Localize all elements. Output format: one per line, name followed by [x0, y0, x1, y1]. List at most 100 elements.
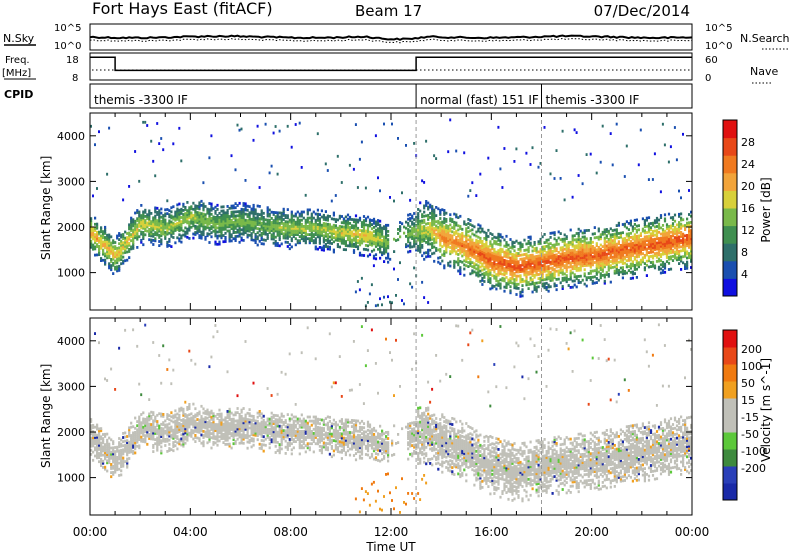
rti-cell [116, 253, 119, 256]
rti-cell [543, 126, 546, 129]
rti-cell [405, 243, 408, 246]
rti-cell [100, 458, 103, 461]
rti-cell [489, 252, 492, 256]
rti-cell [194, 204, 197, 208]
rti-cell [682, 245, 685, 248]
rti-cell [322, 238, 325, 242]
rti-cell [156, 223, 159, 227]
rti-cell [589, 152, 592, 156]
rti-cell [497, 257, 500, 261]
rti-cell [194, 214, 197, 218]
rti-cell [435, 228, 438, 232]
rti-cell [521, 261, 524, 265]
rti-cell [678, 254, 681, 257]
rti-cell [497, 259, 500, 263]
rti-cell [603, 238, 606, 242]
rti-cell [690, 251, 693, 255]
rti-cell [236, 220, 239, 224]
rti-cell [146, 422, 149, 426]
rti-cell [581, 248, 584, 251]
rti-cell [286, 224, 289, 228]
rti-cell [469, 251, 472, 255]
rti-cell [419, 230, 422, 233]
rti-cell [374, 234, 378, 238]
rti-cell [108, 237, 111, 241]
rti-cell [308, 225, 311, 228]
rti-cell [132, 450, 135, 453]
rti-cell [316, 132, 319, 136]
rti-cell [278, 215, 281, 219]
rti-cell [527, 260, 530, 264]
rti-cell [248, 229, 251, 233]
rti-cell [160, 435, 163, 438]
rti-cell [511, 244, 514, 248]
rti-cell [244, 231, 247, 234]
rti-cell [328, 229, 331, 233]
rti-cell [419, 226, 422, 229]
rti-cell [461, 244, 464, 248]
rti-cell [684, 224, 687, 227]
rti-cell [673, 236, 677, 239]
rti-cell [174, 225, 177, 228]
rti-cell [477, 227, 480, 231]
rti-cell [385, 240, 388, 244]
rti-cell [170, 226, 173, 230]
rti-cell [505, 265, 508, 269]
rti-cell [248, 221, 251, 225]
rti-cell [688, 233, 691, 237]
rti-cell [615, 246, 618, 250]
rti-cell [387, 246, 390, 250]
rti-cell [276, 221, 279, 225]
rti-cell [505, 263, 508, 267]
rti-cell [507, 278, 510, 282]
rti-cell [164, 212, 167, 216]
rti-cell [657, 243, 661, 246]
rti-cell [322, 222, 325, 225]
rti-cell [425, 241, 428, 244]
rti-cell [284, 240, 287, 244]
rti-cell [680, 216, 683, 220]
rti-cell [326, 222, 329, 226]
rti-cell [655, 216, 659, 220]
rti-cell [190, 211, 193, 215]
rti-cell [581, 258, 584, 261]
rti-cell [338, 233, 341, 237]
rti-cell [631, 250, 634, 253]
rti-cell [152, 234, 155, 238]
rti-cell [567, 257, 570, 261]
rti-cell [653, 264, 657, 268]
rti-cell [98, 247, 101, 250]
rti-cell [176, 209, 179, 213]
rti-cell [467, 242, 470, 246]
rti-cell [146, 221, 149, 225]
rti-cell [463, 247, 466, 250]
rti-cell [457, 232, 460, 236]
rti-cell [577, 250, 580, 254]
rti-cell [537, 258, 540, 262]
rti-cell [100, 242, 103, 246]
rti-cell [545, 281, 548, 285]
rti-cell [222, 219, 225, 223]
rti-cell [344, 248, 347, 252]
rti-cell [152, 433, 155, 437]
rti-cell [607, 268, 610, 272]
rti-cell [427, 234, 430, 238]
rti-cell [419, 236, 422, 239]
rti-cell [98, 443, 101, 447]
rti-cell [457, 263, 460, 267]
rti-cell [264, 232, 267, 236]
rti-cell [413, 244, 416, 248]
cpid-segment-label: themis -3300 IF [546, 93, 640, 107]
rti-cell [529, 258, 532, 261]
rti-cell [481, 229, 484, 233]
rti-cell [178, 219, 181, 222]
rti-cell [653, 221, 657, 225]
rti-cell [583, 254, 586, 257]
rti-cell [513, 272, 516, 275]
rti-cell [417, 222, 420, 226]
rti-cell [577, 281, 580, 284]
rti-cell [138, 419, 141, 423]
rti-cell [96, 427, 99, 431]
rti-cell [128, 233, 131, 237]
rti-cell [96, 239, 99, 242]
